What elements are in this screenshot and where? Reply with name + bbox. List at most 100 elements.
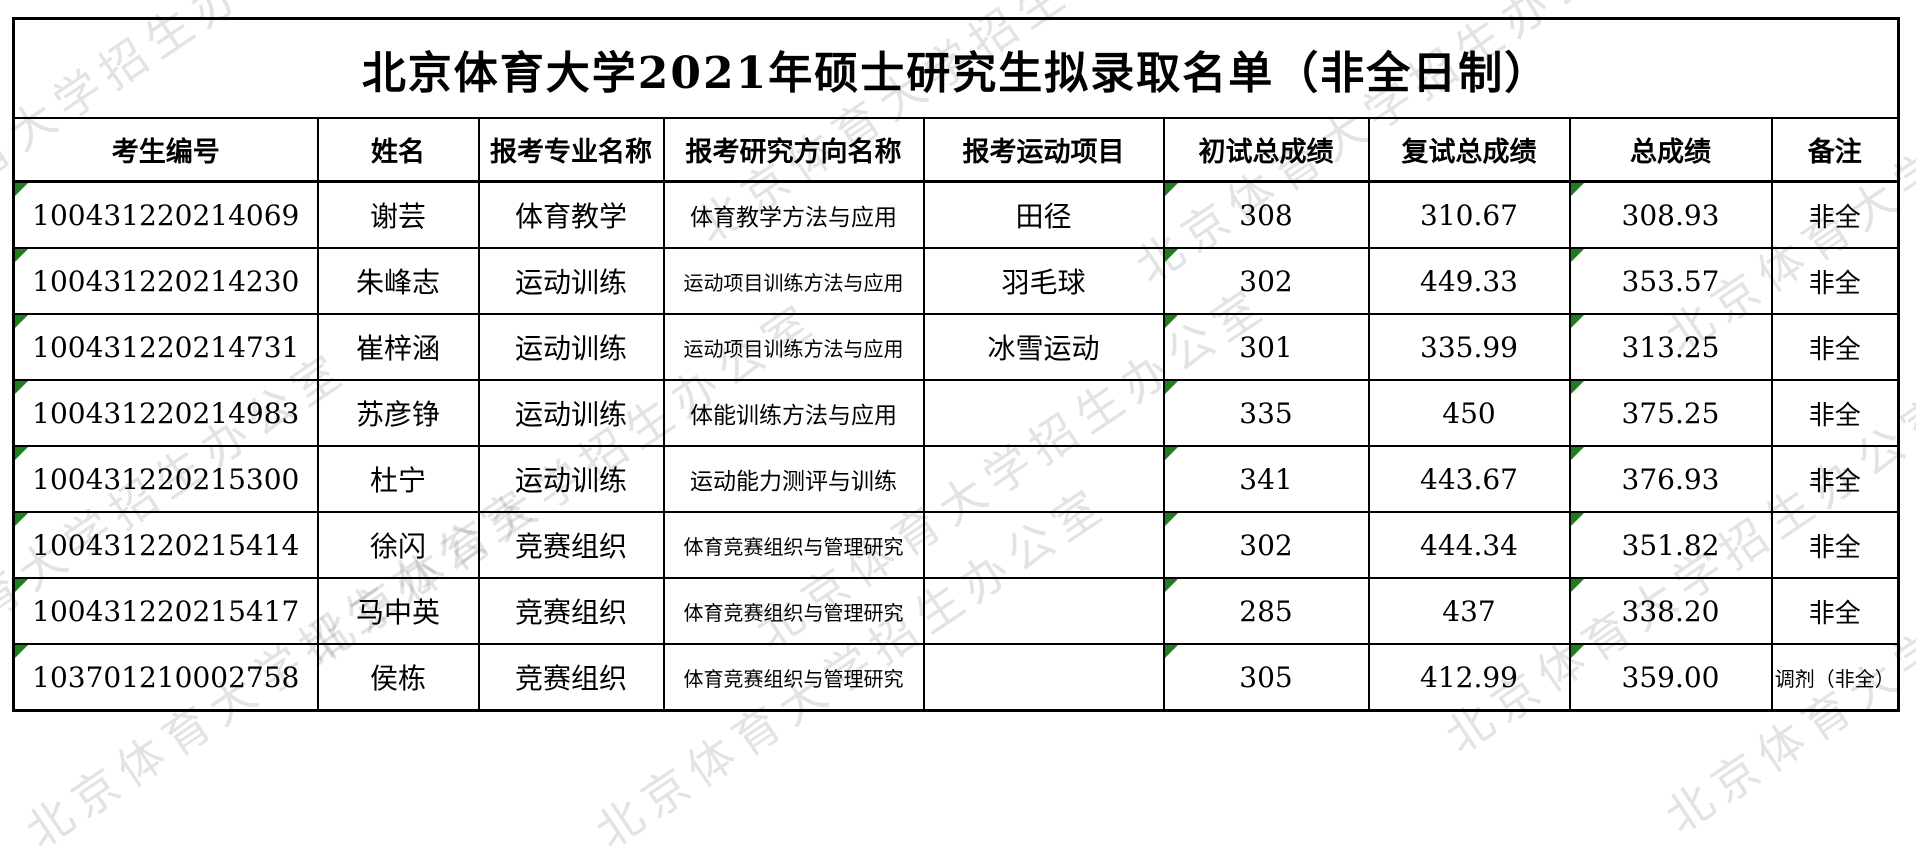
col-header-retest-score: 复试总成绩 <box>1367 117 1571 183</box>
cell-total-score: 308.93 <box>1568 180 1773 249</box>
cell-sport <box>922 643 1165 712</box>
col-header-initial-score: 初试总成绩 <box>1162 117 1370 183</box>
cell-research-direction: 体能训练方法与应用 <box>662 379 925 447</box>
cell-error-flag-icon <box>1571 448 1584 460</box>
cell-total-score: 313.25 <box>1568 313 1773 381</box>
table-row: 100431220214069 谢芸 体育教学 体育教学方法与应用 田径 308 310.6… <box>12 180 1900 249</box>
cell-error-flag-icon <box>1571 183 1584 196</box>
cell-name: 侯栋 <box>316 643 480 712</box>
cell-error-flag-icon <box>1165 580 1178 592</box>
cell-error-flag-icon <box>15 645 28 658</box>
cell-remark: 非全 <box>1770 379 1900 447</box>
cell-error-flag-icon <box>1165 250 1178 262</box>
table-row: 100431220214731 崔梓涵 运动训练 运动项目训练方法与应用 冰雪运动 301… <box>12 313 1900 381</box>
cell-major: 运动训练 <box>477 247 665 315</box>
cell-research-direction: 体育竞赛组织与管理研究 <box>662 511 925 579</box>
cell-error-flag-icon <box>15 316 28 328</box>
cell-name: 朱峰志 <box>316 247 480 315</box>
cell-error-flag-icon <box>1165 183 1178 196</box>
table-row: 100431220214983 苏彦铮 运动训练 体能训练方法与应用 335 450 375… <box>12 379 1900 447</box>
cell-research-direction: 运动项目训练方法与应用 <box>662 247 925 315</box>
cell-name: 苏彦铮 <box>316 379 480 447</box>
cell-sport <box>922 577 1165 645</box>
cell-initial-score: 341 <box>1162 445 1370 513</box>
cell-total-score: 376.93 <box>1568 445 1773 513</box>
table-row: 100431220214230 朱峰志 运动训练 运动项目训练方法与应用 羽毛球 302 4… <box>12 247 1900 315</box>
cell-error-flag-icon <box>1571 382 1584 394</box>
cell-error-flag-icon <box>1571 580 1584 592</box>
cell-candidate-id: 100431220215417 <box>12 577 319 645</box>
cell-candidate-id: 100431220215300 <box>12 445 319 513</box>
cell-retest-score: 450 <box>1367 379 1571 447</box>
cell-error-flag-icon <box>15 382 28 394</box>
cell-research-direction: 体育竞赛组织与管理研究 <box>662 643 925 712</box>
cell-total-score: 359.00 <box>1568 643 1773 712</box>
cell-error-flag-icon <box>1165 514 1178 526</box>
cell-retest-score: 443.67 <box>1367 445 1571 513</box>
cell-error-flag-icon <box>1165 448 1178 460</box>
cell-name: 谢芸 <box>316 180 480 249</box>
cell-initial-score: 302 <box>1162 511 1370 579</box>
cell-name: 崔梓涵 <box>316 313 480 381</box>
cell-candidate-id: 100431220214983 <box>12 379 319 447</box>
cell-total-score: 351.82 <box>1568 511 1773 579</box>
cell-error-flag-icon <box>1165 382 1178 394</box>
cell-major: 竞赛组织 <box>477 643 665 712</box>
cell-major: 竞赛组织 <box>477 511 665 579</box>
page-title: 北京体育大学2021年硕士研究生拟录取名单（非全日制） <box>12 17 1900 119</box>
cell-error-flag-icon <box>1165 316 1178 328</box>
cell-remark: 非全 <box>1770 247 1900 315</box>
cell-remark: 非全 <box>1770 577 1900 645</box>
cell-error-flag-icon <box>1571 316 1584 328</box>
cell-sport <box>922 445 1165 513</box>
cell-initial-score: 302 <box>1162 247 1370 315</box>
cell-error-flag-icon <box>1571 514 1584 526</box>
cell-retest-score: 444.34 <box>1367 511 1571 579</box>
col-header-total-score: 总成绩 <box>1568 117 1773 183</box>
cell-name: 马中英 <box>316 577 480 645</box>
cell-error-flag-icon <box>15 183 28 196</box>
cell-error-flag-icon <box>1571 645 1584 658</box>
cell-candidate-id: 100431220215414 <box>12 511 319 579</box>
cell-initial-score: 285 <box>1162 577 1370 645</box>
table-body: 100431220214069 谢芸 体育教学 体育教学方法与应用 田径 308 310.6… <box>12 180 1900 712</box>
col-header-sport: 报考运动项目 <box>922 117 1165 183</box>
cell-sport: 羽毛球 <box>922 247 1165 315</box>
cell-remark: 非全 <box>1770 445 1900 513</box>
col-header-candidate-id: 考生编号 <box>12 117 319 183</box>
cell-name: 杜宁 <box>316 445 480 513</box>
cell-major: 运动训练 <box>477 445 665 513</box>
cell-research-direction: 体育竞赛组织与管理研究 <box>662 577 925 645</box>
cell-retest-score: 449.33 <box>1367 247 1571 315</box>
cell-error-flag-icon <box>15 514 28 526</box>
cell-remark: 非全 <box>1770 511 1900 579</box>
cell-research-direction: 运动项目训练方法与应用 <box>662 313 925 381</box>
col-header-major: 报考专业名称 <box>477 117 665 183</box>
cell-major: 体育教学 <box>477 180 665 249</box>
cell-error-flag-icon <box>15 250 28 262</box>
cell-sport: 冰雪运动 <box>922 313 1165 381</box>
table-row: 100431220215414 徐闪 竞赛组织 体育竞赛组织与管理研究 302 444.3… <box>12 511 1900 579</box>
cell-candidate-id: 103701210002758 <box>12 643 319 712</box>
cell-initial-score: 335 <box>1162 379 1370 447</box>
cell-remark: 非全 <box>1770 180 1900 249</box>
cell-total-score: 375.25 <box>1568 379 1773 447</box>
cell-remark: 调剂（非全） <box>1770 643 1900 712</box>
cell-sport <box>922 511 1165 579</box>
admission-table: 北京体育大学2021年硕士研究生拟录取名单（非全日制） 考生编号 姓名 报考专业… <box>12 17 1901 712</box>
table-row: 100431220215417 马中英 竞赛组织 体育竞赛组织与管理研究 285 437 3… <box>12 577 1900 645</box>
cell-retest-score: 437 <box>1367 577 1571 645</box>
col-header-name: 姓名 <box>316 117 480 183</box>
cell-candidate-id: 100431220214069 <box>12 180 319 249</box>
cell-research-direction: 运动能力测评与训练 <box>662 445 925 513</box>
cell-retest-score: 335.99 <box>1367 313 1571 381</box>
cell-error-flag-icon <box>1165 645 1178 658</box>
cell-candidate-id: 100431220214230 <box>12 247 319 315</box>
col-header-research-direction: 报考研究方向名称 <box>662 117 925 183</box>
cell-candidate-id: 100431220214731 <box>12 313 319 381</box>
cell-error-flag-icon <box>15 580 28 592</box>
cell-sport: 田径 <box>922 180 1165 249</box>
cell-major: 竞赛组织 <box>477 577 665 645</box>
title-row: 北京体育大学2021年硕士研究生拟录取名单（非全日制） <box>12 17 1900 119</box>
